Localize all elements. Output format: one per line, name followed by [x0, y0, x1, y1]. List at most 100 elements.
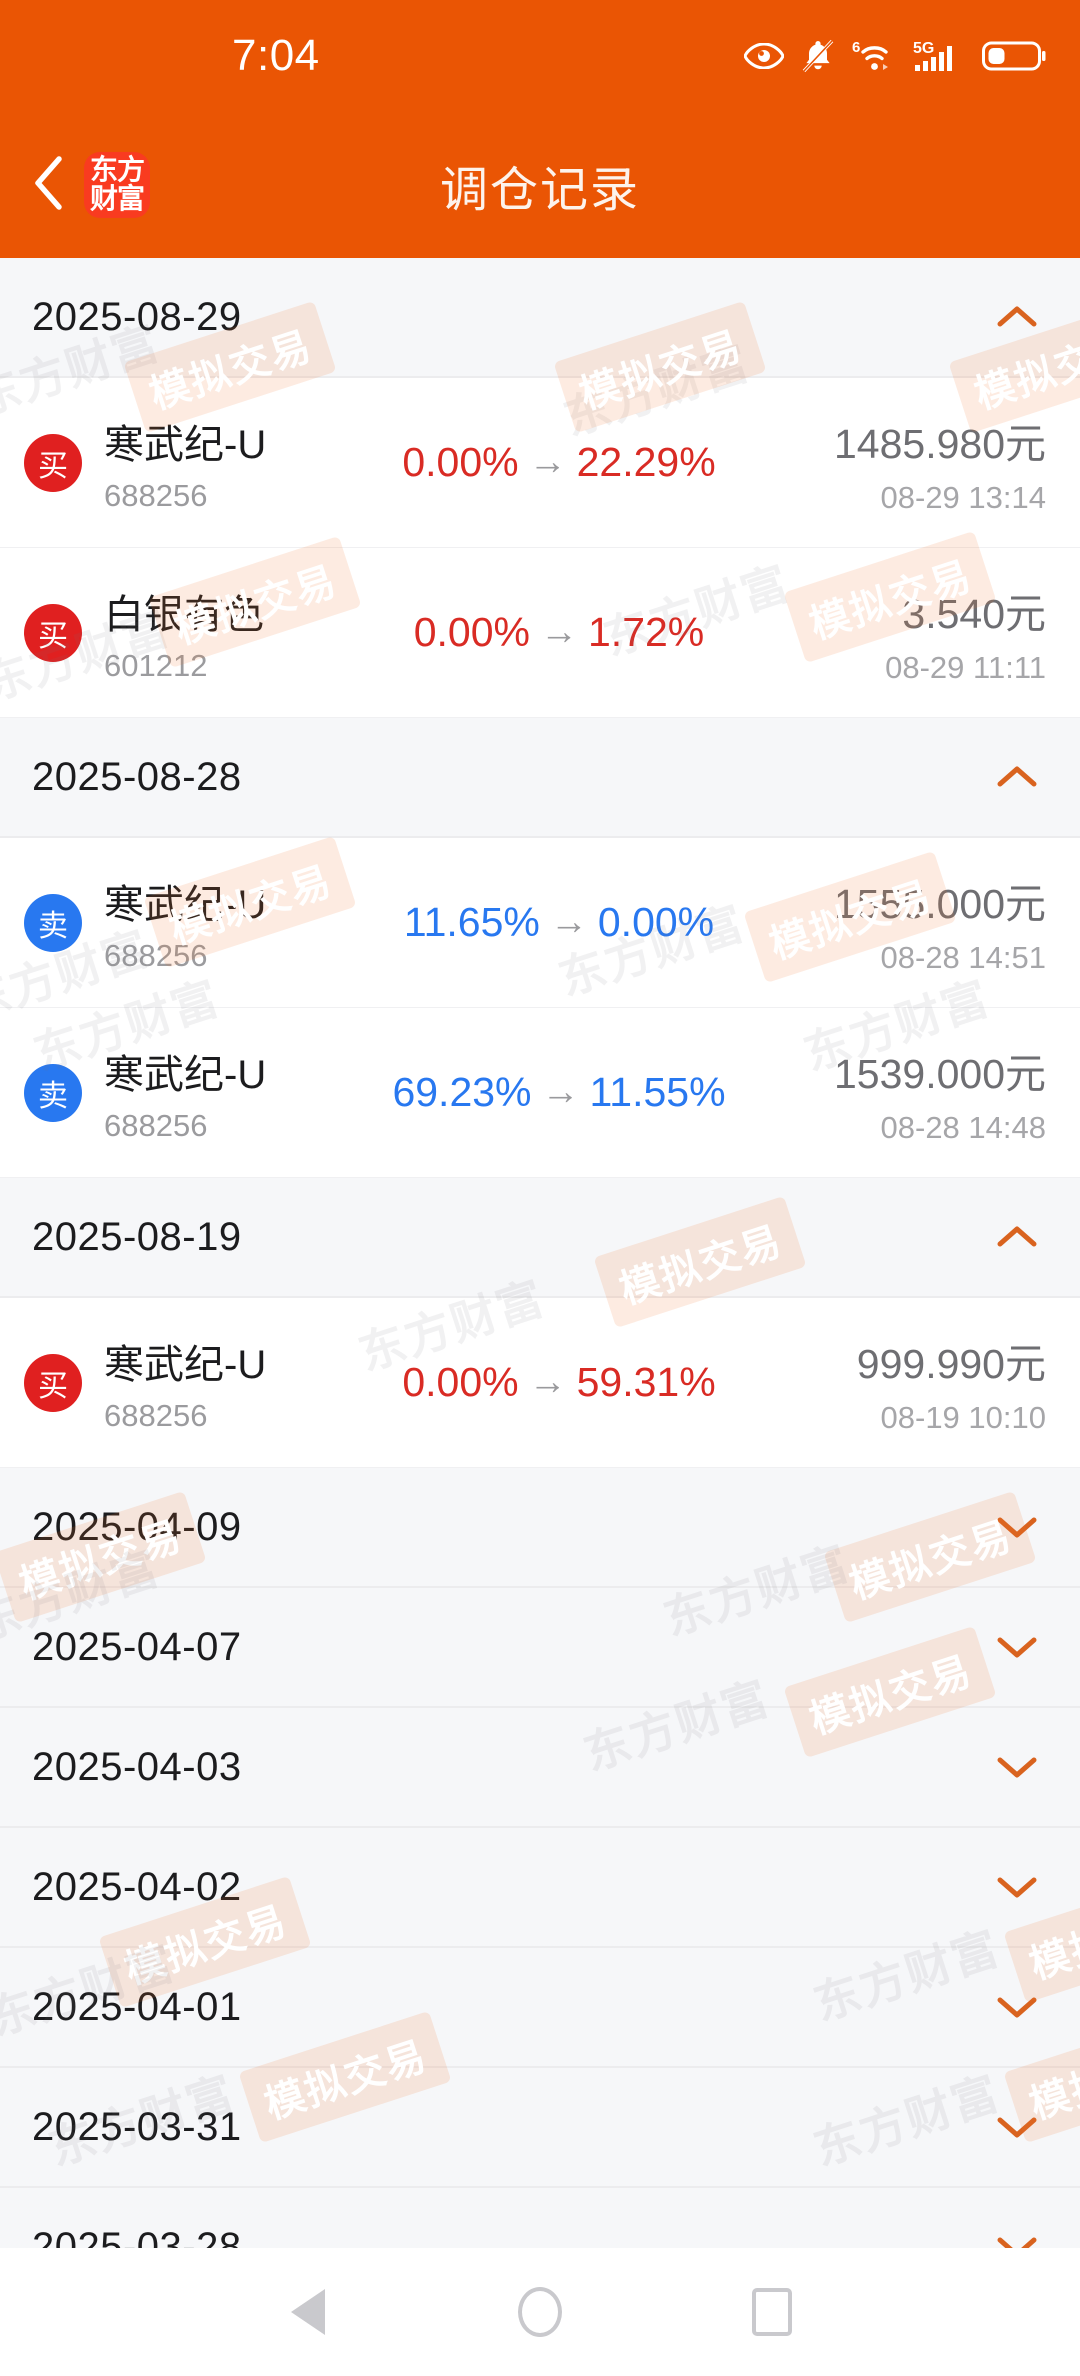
date-label: 2025-08-19 — [32, 1214, 242, 1259]
signal-5g-icon: 5G — [913, 38, 965, 74]
sell-badge: 卖 — [24, 893, 82, 952]
transaction-row[interactable]: 卖寒武纪-U 688256 11.65% → 0.00% 1555.000元 08-28 1… — [0, 838, 1080, 1008]
buy-badge: 买 — [24, 603, 82, 662]
amount-info: 999.990元 08-19 10:10 — [746, 1330, 1046, 1436]
wifi-6-icon: 6 — [852, 38, 896, 74]
date-label: 2025-08-28 — [32, 754, 242, 799]
date-group-header[interactable]: 2025-08-29 — [0, 258, 1080, 378]
transaction-time: 08-28 14:48 — [880, 1109, 1046, 1145]
stock-code: 601212 — [104, 647, 208, 683]
stock-info: 寒武纪-U 688256 — [104, 1332, 372, 1434]
position-from: 0.00% — [402, 439, 519, 485]
position-change: 0.00% → 1.72% — [372, 609, 746, 656]
amount-info: 1539.000元 08-28 14:48 — [746, 1040, 1046, 1146]
position-to: 1.72% — [588, 609, 705, 655]
date-group-header[interactable]: 2025-08-19 — [0, 1178, 1080, 1298]
date-label: 2025-04-09 — [32, 1504, 242, 1549]
transaction-time: 08-29 11:11 — [885, 649, 1046, 685]
page-title: 调仓记录 — [439, 164, 640, 217]
arrow-right-icon: → — [528, 441, 567, 483]
position-from: 0.00% — [413, 609, 530, 655]
nav-recents-button[interactable] — [730, 2270, 814, 2354]
position-from: 11.65% — [403, 899, 540, 945]
position-change: 69.23% → 11.55% — [372, 1069, 746, 1116]
date-label: 2025-04-01 — [32, 1984, 242, 2029]
chevron-down-icon[interactable] — [994, 1624, 1040, 1670]
svg-text:5G: 5G — [913, 40, 934, 57]
stock-name: 寒武纪-U — [104, 422, 267, 467]
date-label: 2025-08-29 — [32, 294, 242, 339]
chevron-up-icon[interactable] — [994, 1214, 1040, 1260]
brand-line-2: 财富 — [89, 183, 145, 214]
transaction-row[interactable]: 买寒武纪-U 688256 0.00% → 22.29% 1485.980元 08-29 1… — [0, 378, 1080, 548]
transaction-row[interactable]: 买寒武纪-U 688256 0.00% → 59.31% 999.990元 08-19 10… — [0, 1298, 1080, 1468]
status-icons: 6 5G — [744, 38, 1046, 74]
chevron-down-icon[interactable] — [994, 1984, 1040, 2030]
date-label: 2025-04-03 — [32, 1744, 242, 1789]
home-circle-icon — [518, 2287, 562, 2337]
app-header: 东方 财富 调仓记录 — [0, 112, 1080, 258]
date-label: 2025-04-07 — [32, 1624, 242, 1669]
transaction-time: 08-19 10:10 — [880, 1399, 1046, 1435]
position-to: 59.31% — [576, 1359, 716, 1405]
date-group-header[interactable]: 2025-08-28 — [0, 718, 1080, 838]
date-group-header[interactable]: 2025-04-02 — [0, 1828, 1080, 1948]
arrow-right-icon: → — [540, 611, 578, 653]
chevron-down-icon[interactable] — [994, 1504, 1040, 1550]
battery-icon — [982, 40, 1046, 72]
transaction-row[interactable]: 买白银有色 601212 0.00% → 1.72% 3.540元 08-29 11:11 — [0, 548, 1080, 718]
stock-name: 寒武纪-U — [104, 1052, 267, 1097]
transaction-row[interactable]: 卖寒武纪-U 688256 69.23% → 11.55% 1539.000元 08-28 … — [0, 1008, 1080, 1178]
transaction-time: 08-29 13:14 — [880, 479, 1046, 515]
stock-info: 寒武纪-U 688256 — [104, 412, 372, 514]
date-group-header[interactable]: 2025-04-09 — [0, 1468, 1080, 1588]
back-triangle-icon — [291, 2289, 325, 2335]
chevron-down-icon[interactable] — [994, 2104, 1040, 2150]
chevron-up-icon[interactable] — [994, 754, 1040, 800]
date-label: 2025-03-31 — [32, 2104, 242, 2149]
date-group-header[interactable]: 2025-04-03 — [0, 1708, 1080, 1828]
stock-info: 白银有色 601212 — [104, 582, 372, 684]
amount-value: 1555.000元 — [833, 880, 1046, 927]
position-to: 22.29% — [576, 439, 716, 485]
chevron-up-icon[interactable] — [994, 294, 1040, 340]
buy-badge: 买 — [24, 433, 82, 492]
arrow-right-icon: → — [549, 901, 588, 943]
date-group-header[interactable]: 2025-04-07 — [0, 1588, 1080, 1708]
stock-info: 寒武纪-U 688256 — [104, 1042, 372, 1144]
amount-value: 3.540元 — [902, 590, 1046, 637]
brand-logo-badge[interactable]: 东方 财富 — [84, 152, 150, 218]
chevron-left-icon — [32, 155, 66, 216]
stock-code: 688256 — [104, 1107, 208, 1143]
position-from: 69.23% — [392, 1069, 532, 1115]
back-button[interactable] — [18, 154, 80, 216]
recents-square-icon — [752, 2288, 792, 2336]
position-change: 0.00% → 59.31% — [372, 1359, 746, 1406]
arrow-right-icon: → — [528, 1361, 567, 1403]
nav-home-button[interactable] — [498, 2270, 582, 2354]
position-from: 0.00% — [402, 1359, 519, 1405]
stock-info: 寒武纪-U 688256 — [104, 872, 372, 974]
stock-name: 寒武纪-U — [104, 1342, 267, 1387]
stock-code: 688256 — [104, 477, 208, 513]
eye-icon — [744, 43, 784, 69]
position-to: 11.55% — [589, 1069, 726, 1115]
position-change: 11.65% → 0.00% — [372, 899, 746, 946]
date-group-header[interactable]: 2025-04-01 — [0, 1948, 1080, 2068]
date-group-header[interactable]: 2025-03-31 — [0, 2068, 1080, 2188]
amount-value: 1539.000元 — [833, 1050, 1046, 1097]
buy-badge: 买 — [24, 1353, 82, 1412]
chevron-down-icon[interactable] — [994, 1864, 1040, 1910]
amount-info: 1555.000元 08-28 14:51 — [746, 870, 1046, 976]
chevron-down-icon[interactable] — [994, 1744, 1040, 1790]
nav-back-button[interactable] — [266, 2270, 350, 2354]
position-change: 0.00% → 22.29% — [372, 439, 746, 486]
amount-info: 3.540元 08-29 11:11 — [746, 580, 1046, 686]
status-bar: 7:04 6 5G — [0, 0, 1080, 112]
amount-value: 1485.980元 — [833, 420, 1046, 467]
sell-badge: 卖 — [24, 1063, 82, 1122]
status-time: 7:04 — [232, 31, 320, 80]
date-label: 2025-04-02 — [32, 1864, 242, 1909]
record-list: 2025-08-29 买寒武纪-U 688256 0.00% → 22.29% 1485.9… — [0, 258, 1080, 2376]
